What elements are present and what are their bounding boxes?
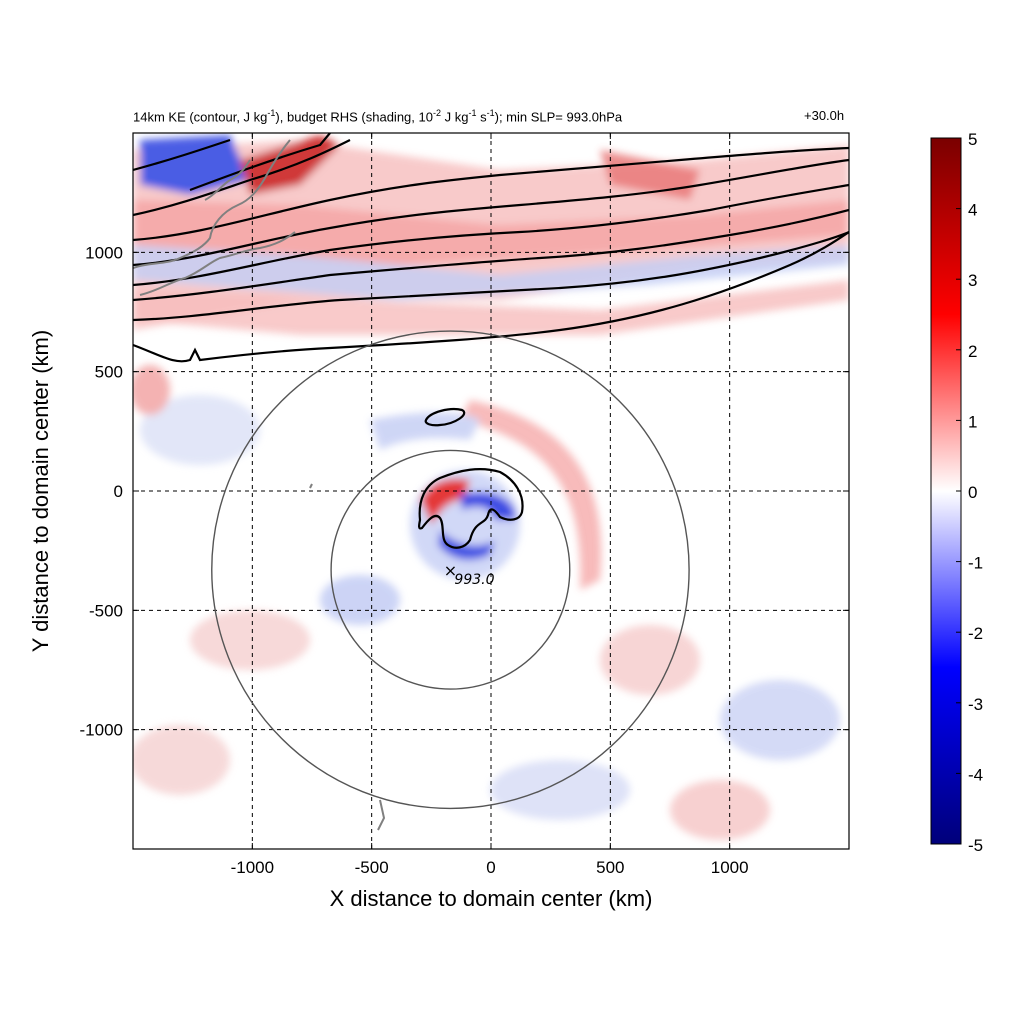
coastlines [133, 139, 386, 831]
coastline-path [133, 139, 291, 269]
storm-center-marker: × [444, 561, 457, 580]
colorbar-tick-label: 0 [968, 483, 977, 502]
ne-red-patch [600, 150, 700, 200]
colorbar-tick-label: -1 [968, 554, 983, 573]
range-circle [330, 449, 571, 690]
outer-red-blob [190, 610, 310, 670]
y-tick-label: 0 [114, 482, 123, 501]
outer-blue-blob [320, 575, 400, 625]
shading-layer [133, 133, 849, 849]
colorbar-tick-label: 5 [968, 130, 977, 149]
y-axis-label: Y distance to domain center (km) [28, 330, 53, 652]
jet-band-red-2 [133, 280, 849, 335]
outer-blue-blob-2 [720, 680, 840, 760]
outer-blue-blob-4 [140, 395, 260, 465]
ke-contour-line [133, 230, 849, 322]
coastline-path [139, 231, 296, 296]
x-axis: -1000 -500 0 500 1000 [231, 133, 749, 877]
ke-contour-line [133, 231, 849, 363]
ke-contours [133, 133, 849, 549]
colorbar-tick-label: 2 [968, 342, 977, 361]
storm-center-label: 993.0 [454, 572, 494, 588]
colorbar-ticks: 5 4 3 2 1 0 -1 -2 -3 -4 -5 [956, 130, 983, 855]
range-circle [211, 330, 690, 810]
colorbar-tick-label: 1 [968, 412, 977, 431]
range-circles [211, 330, 690, 810]
ke-contour-line [133, 158, 849, 267]
x-tick-label: 0 [486, 858, 495, 877]
chart-title-right: +30.0h [804, 108, 845, 123]
title-part: J kg [440, 109, 469, 125]
ke-contour-line [189, 133, 331, 192]
outer-red-blob-3 [133, 725, 230, 795]
core-blue-arc [460, 491, 516, 520]
nw-blue-patch [140, 135, 250, 195]
storm-center: ×993.0 [444, 561, 495, 588]
x-tick-label: -1000 [231, 858, 274, 877]
ke-contour-line [133, 146, 849, 242]
ke-contour-line [133, 183, 849, 287]
colorbar-tick-label: 3 [968, 271, 977, 290]
ke-contour-line [133, 138, 231, 172]
ke-contour-line [133, 139, 351, 217]
coastline-path [309, 483, 313, 489]
title-sup: -2 [432, 108, 441, 118]
colorbar-tick-label: -3 [968, 695, 983, 714]
outer-red-blob-2 [600, 625, 700, 695]
x-tick-label: -500 [355, 858, 389, 877]
title-sup: -1 [468, 108, 477, 118]
x-axis-label: X distance to domain center (km) [330, 886, 653, 911]
outer-red-blob-4 [670, 780, 770, 840]
outer-blue-blob-3 [490, 760, 630, 820]
title-part: ); min SLP= 993.0hPa [494, 109, 623, 125]
y-tick-label: 500 [95, 363, 123, 382]
y-tick-label: 1000 [85, 243, 123, 262]
colorbar-tick-label: -2 [968, 624, 983, 643]
chart-title-left: 14km KE (contour, J kg-1), budget RHS (s… [133, 108, 622, 124]
colorbar-tick-label: -5 [968, 836, 983, 855]
x-tick-label: 1000 [711, 858, 749, 877]
x-tick-label: 500 [596, 858, 624, 877]
colorbar-tick-label: -4 [968, 765, 983, 784]
title-part: ), budget RHS (shading, 10 [275, 109, 433, 125]
title-sup: -1 [486, 108, 495, 118]
nw-red-patch [240, 135, 340, 195]
coastline-path [377, 799, 386, 831]
title-sup: -1 [267, 108, 276, 118]
core-red-arc [420, 478, 470, 525]
jet-band-blue [133, 245, 849, 300]
ke-contour-core [418, 468, 524, 549]
y-tick-label: -500 [89, 601, 123, 620]
coastline-path [204, 159, 251, 201]
y-axis: -1000 -500 0 500 1000 [80, 243, 849, 740]
edge-red-blob [133, 365, 170, 415]
ke-contour-line [133, 208, 849, 302]
y-tick-label: -1000 [80, 721, 123, 740]
colorbar-tick-label: 4 [968, 201, 977, 220]
title-part: s [476, 109, 487, 125]
title-part: 14km KE (contour, J kg [133, 109, 268, 125]
ke-contour-closed [424, 408, 466, 427]
